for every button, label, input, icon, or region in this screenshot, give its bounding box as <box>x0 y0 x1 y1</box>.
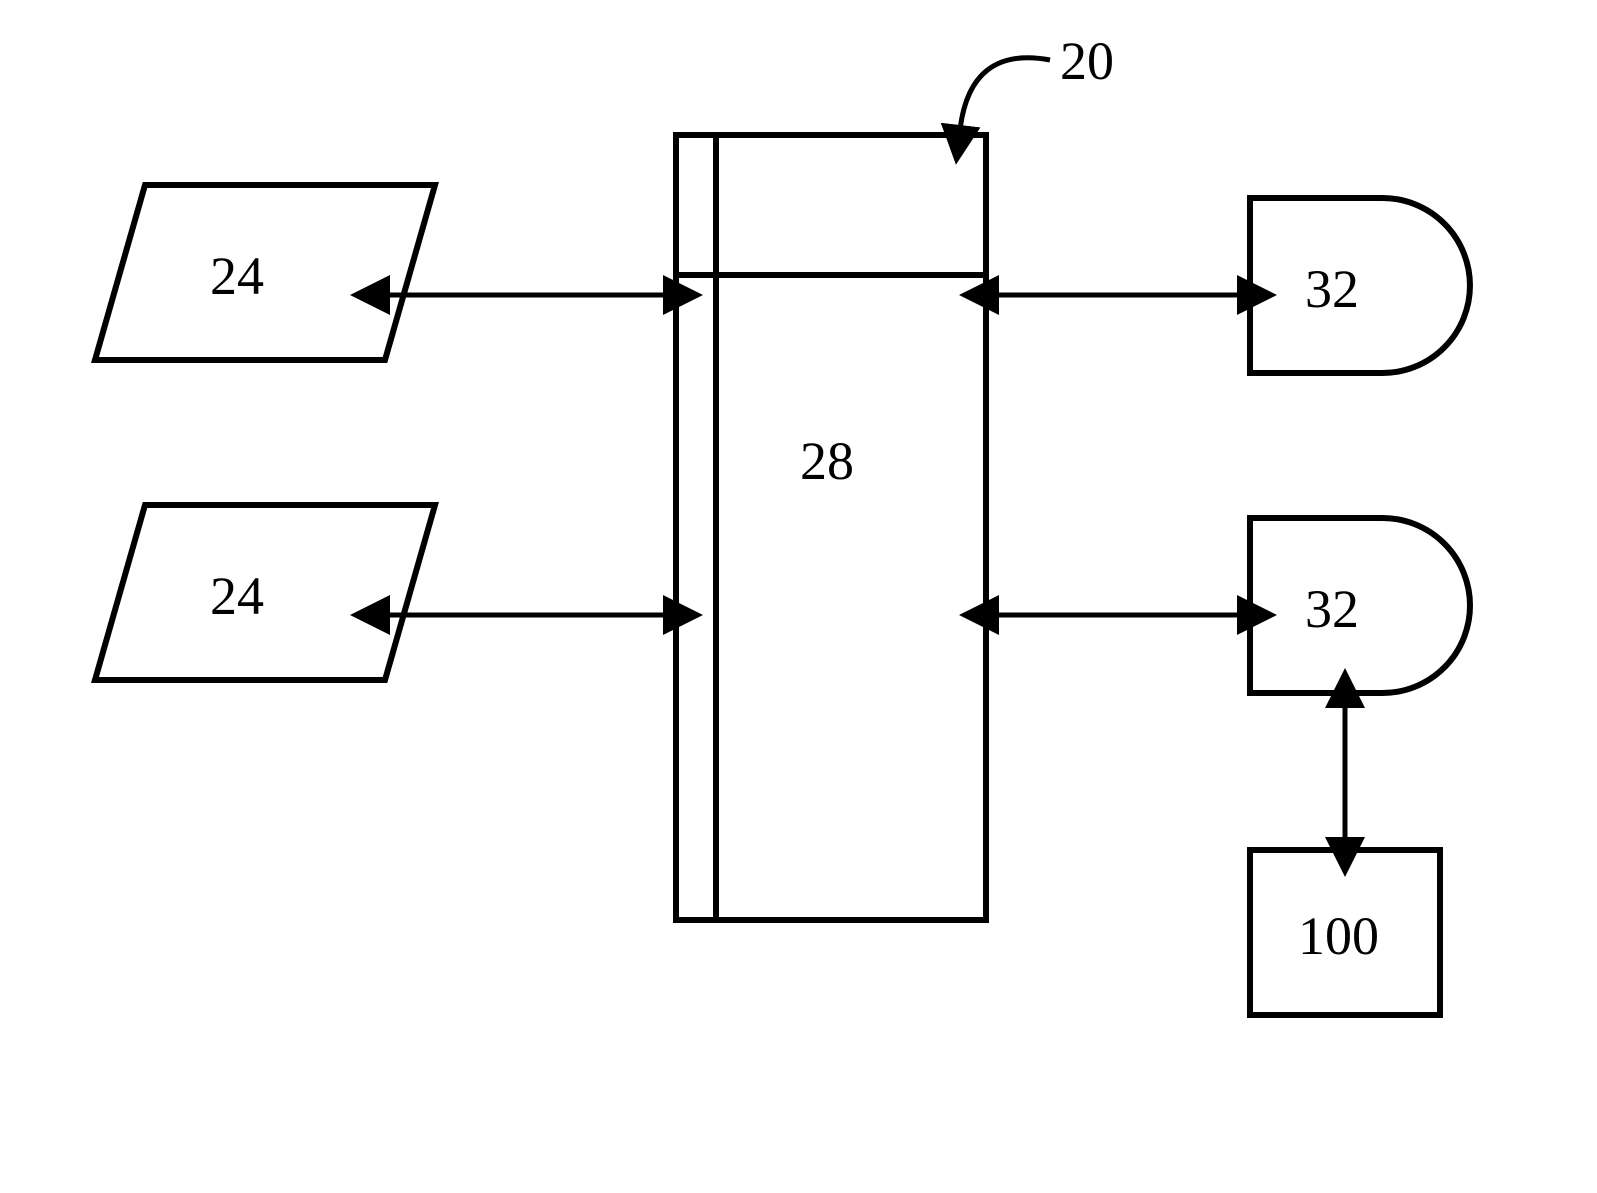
box-label-100: 100 <box>1298 905 1379 967</box>
reference-label-20: 20 <box>1060 30 1114 92</box>
curve-20 <box>960 58 1050 130</box>
para24b <box>95 505 435 680</box>
dshape32a <box>1250 198 1470 373</box>
parallelogram-label-24a: 24 <box>210 245 264 307</box>
dshape-label-32b: 32 <box>1305 578 1359 640</box>
server28 <box>676 135 986 920</box>
dshape-label-32a: 32 <box>1305 258 1359 320</box>
para24a <box>95 185 435 360</box>
dshape32b <box>1250 518 1470 693</box>
parallelogram-label-24b: 24 <box>210 565 264 627</box>
server-label-28: 28 <box>800 430 854 492</box>
